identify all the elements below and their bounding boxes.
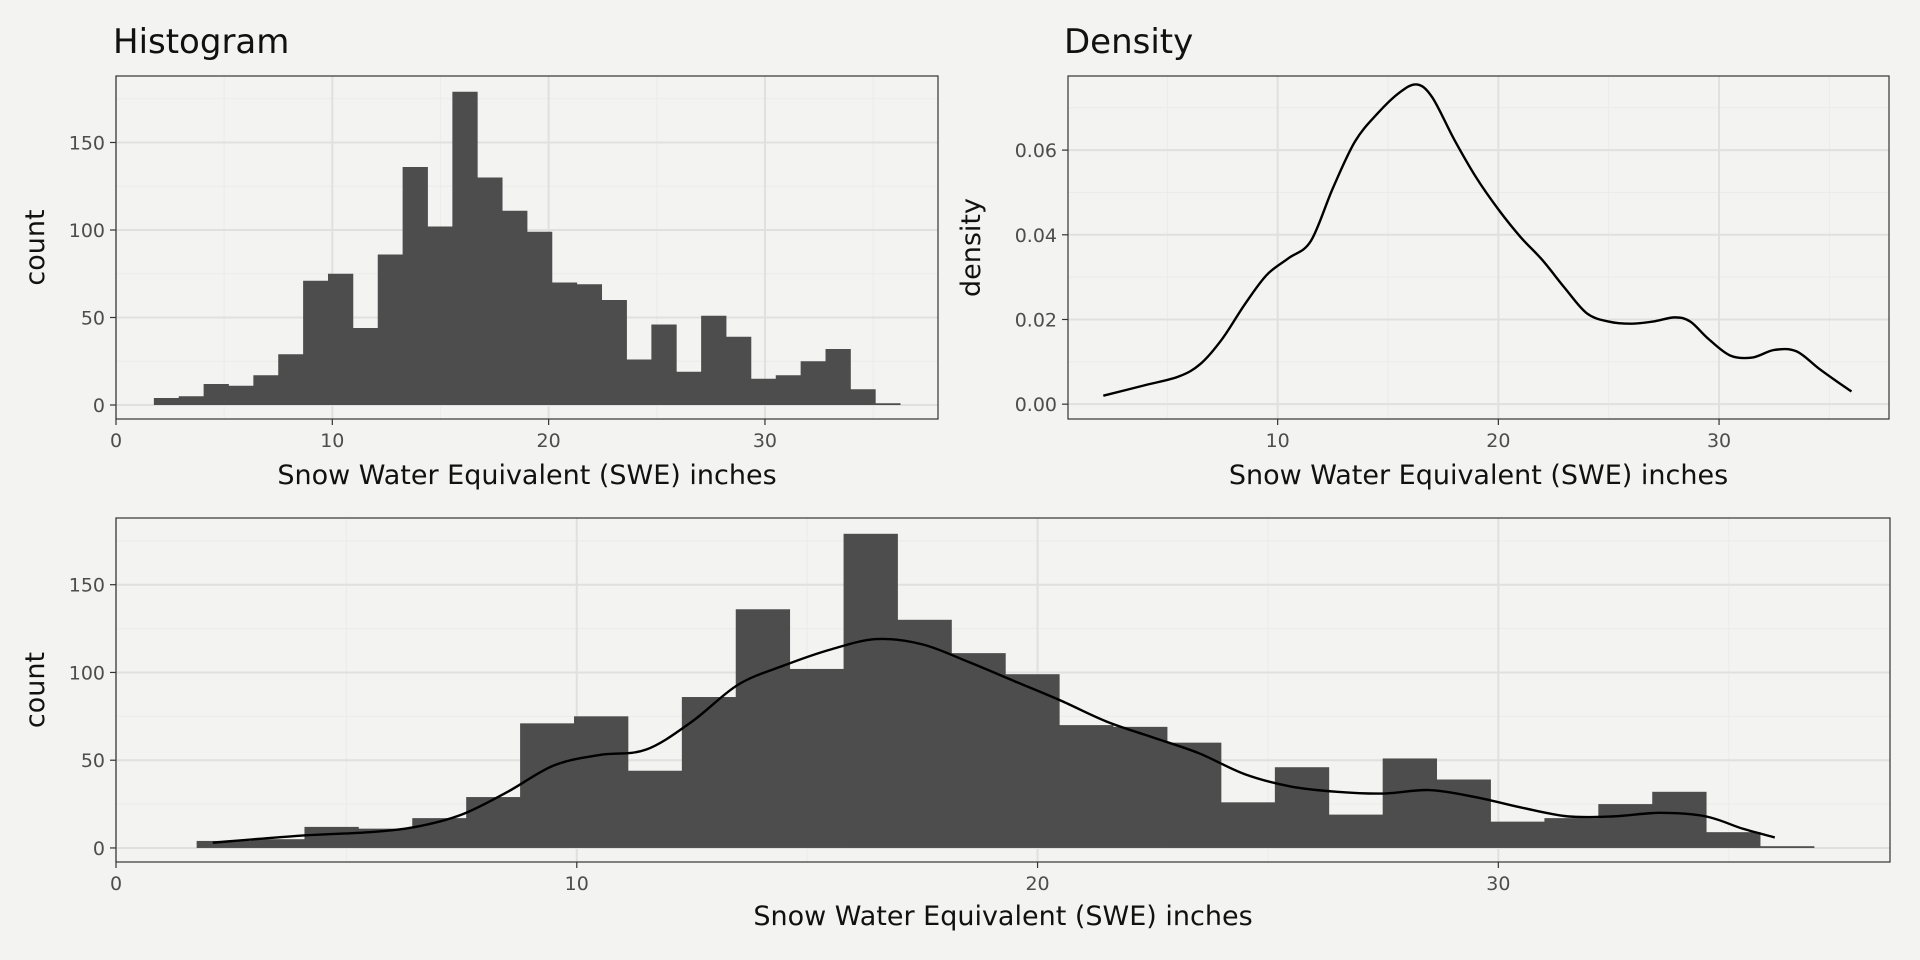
x-tick-label: 30 bbox=[753, 430, 777, 452]
chart-title: Density bbox=[1064, 22, 1193, 62]
histogram-bar bbox=[735, 609, 791, 848]
histogram-bar bbox=[1220, 802, 1276, 848]
x-axis-title: Snow Water Equivalent (SWE) inches bbox=[753, 901, 1252, 932]
histogram-bar bbox=[1274, 767, 1330, 848]
histogram-bar bbox=[377, 254, 404, 405]
histogram-bar bbox=[352, 328, 379, 405]
x-tick-label: 10 bbox=[320, 430, 344, 452]
histogram-bar bbox=[477, 177, 503, 405]
x-tick-label: 10 bbox=[565, 873, 589, 895]
panel-border bbox=[1067, 75, 1890, 420]
y-tick-label: 100 bbox=[69, 220, 105, 242]
histogram-bar bbox=[627, 770, 683, 848]
histogram-bar bbox=[897, 619, 952, 848]
histogram-bar bbox=[278, 354, 304, 405]
histogram-bar bbox=[789, 668, 844, 848]
density-overlay-curve bbox=[212, 637, 1776, 844]
y-tick-label: 0.00 bbox=[1015, 394, 1057, 416]
histogram-bar bbox=[466, 797, 521, 848]
histogram-bar bbox=[750, 378, 777, 405]
histogram-bar bbox=[1760, 846, 1815, 848]
histogram-bar bbox=[843, 533, 898, 848]
histogram-bar bbox=[800, 361, 826, 405]
x-tick-label: 30 bbox=[1486, 873, 1510, 895]
histogram-bar bbox=[412, 818, 467, 848]
histogram-bar bbox=[250, 839, 305, 848]
histogram-bar bbox=[520, 723, 575, 848]
x-tick-label: 10 bbox=[1266, 430, 1290, 452]
histogram-bar bbox=[576, 284, 603, 405]
histogram-bar bbox=[358, 828, 413, 848]
histogram-bar bbox=[1544, 818, 1599, 848]
histogram-bar bbox=[452, 91, 478, 405]
histogram-bar bbox=[1598, 804, 1653, 848]
histogram-bar bbox=[574, 716, 629, 848]
y-tick-label: 0 bbox=[93, 838, 105, 860]
histogram-bar bbox=[601, 300, 627, 405]
histogram-bar bbox=[1005, 674, 1060, 848]
histogram-density-panel: 0 10 20 30 0 50 100 150 Snow Water Equivalent (S… bbox=[20, 517, 1891, 932]
density-panel: 10 20 30 0.00 0.02 0.04 0.06 Density Snow Water … bbox=[956, 22, 1890, 491]
density-curve bbox=[1103, 83, 1853, 397]
histogram-bar bbox=[1436, 779, 1491, 848]
x-tick-label: 0 bbox=[110, 873, 122, 895]
histogram-bar bbox=[875, 403, 901, 405]
x-tick-label: 20 bbox=[1486, 430, 1510, 452]
y-tick-label: 50 bbox=[81, 750, 105, 772]
panel-border bbox=[115, 517, 1891, 863]
histogram-bar bbox=[681, 697, 737, 848]
histogram-bar bbox=[651, 324, 677, 405]
x-tick-label: 0 bbox=[110, 430, 122, 452]
histogram-bar bbox=[228, 385, 254, 405]
histogram-bar bbox=[951, 653, 1006, 848]
x-tick-label: 30 bbox=[1707, 430, 1731, 452]
x-axis-title: Snow Water Equivalent (SWE) inches bbox=[1229, 460, 1728, 491]
histogram-bar bbox=[203, 384, 229, 405]
histogram-bar bbox=[304, 826, 359, 848]
histogram-panel: 0 10 20 30 0 50 100 150 Histogram Snow Water Equi… bbox=[20, 22, 939, 491]
y-tick-label: 100 bbox=[69, 662, 105, 684]
y-tick-label: 0.06 bbox=[1015, 140, 1057, 162]
histogram-bar bbox=[701, 315, 727, 405]
panel-border bbox=[115, 75, 939, 420]
y-axis-title: count bbox=[20, 652, 51, 728]
y-tick-label: 150 bbox=[69, 133, 105, 155]
y-tick-label: 150 bbox=[69, 575, 105, 597]
histogram-bar bbox=[303, 280, 329, 405]
y-tick-label: 50 bbox=[81, 308, 105, 330]
histogram-bar bbox=[1059, 725, 1114, 848]
histogram-bar bbox=[178, 396, 205, 405]
chart-title: Histogram bbox=[113, 22, 289, 62]
histogram-bar bbox=[1652, 791, 1707, 848]
y-tick-label: 0.02 bbox=[1015, 309, 1057, 331]
histogram-bar bbox=[427, 226, 453, 405]
histogram-bar bbox=[196, 840, 251, 848]
histogram-bar bbox=[1113, 726, 1168, 848]
histogram-bar bbox=[726, 336, 752, 405]
histogram-bar bbox=[1706, 832, 1761, 848]
x-axis-title: Snow Water Equivalent (SWE) inches bbox=[277, 460, 776, 491]
histogram-bar bbox=[1382, 758, 1437, 848]
histogram-bar bbox=[825, 349, 851, 405]
histogram-bar bbox=[327, 273, 354, 405]
y-axis-title: count bbox=[20, 209, 51, 285]
histogram-bar bbox=[527, 231, 553, 405]
histogram-bar bbox=[775, 375, 802, 405]
histogram-bar bbox=[1328, 814, 1384, 848]
histogram-bar bbox=[626, 359, 652, 405]
histogram-bar bbox=[1490, 821, 1545, 848]
histogram-bar bbox=[850, 389, 876, 405]
histogram-bar bbox=[676, 371, 702, 405]
histogram-bar bbox=[253, 375, 279, 405]
y-axis-title: density bbox=[956, 198, 987, 297]
x-tick-label: 20 bbox=[1025, 873, 1049, 895]
histogram-bar bbox=[153, 398, 180, 405]
histogram-bar bbox=[551, 282, 578, 405]
histogram-bar bbox=[502, 210, 528, 405]
y-tick-label: 0 bbox=[93, 395, 105, 417]
x-tick-label: 20 bbox=[537, 430, 561, 452]
histogram-bar bbox=[402, 167, 428, 405]
y-tick-label: 0.04 bbox=[1015, 225, 1057, 247]
